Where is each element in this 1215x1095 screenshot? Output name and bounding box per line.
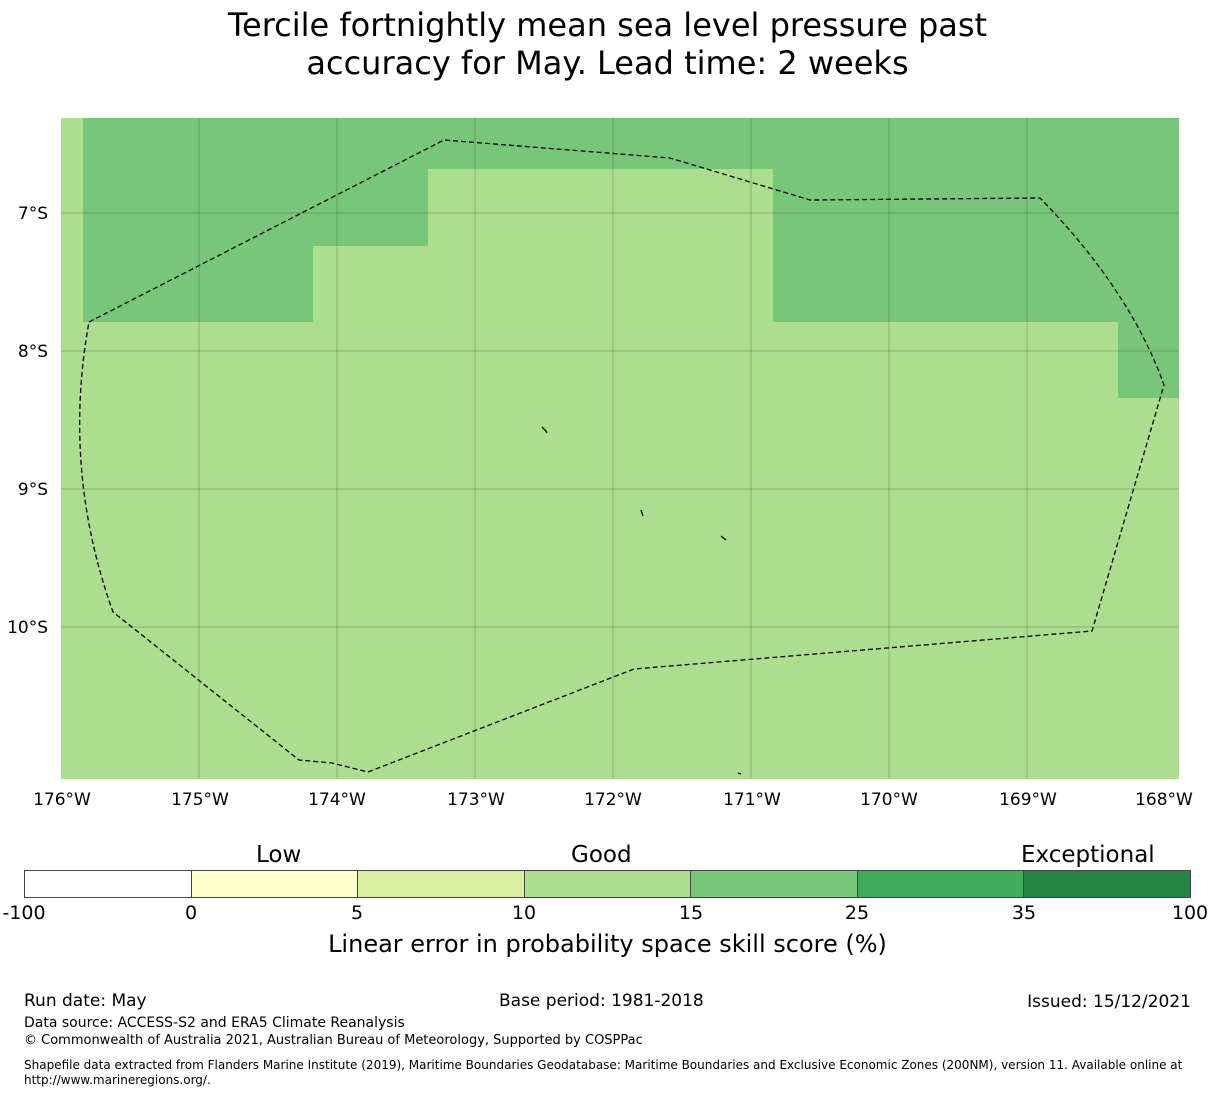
- island: [720, 535, 727, 541]
- island: [541, 426, 548, 434]
- colorbar-swatch: [857, 871, 1025, 897]
- island: [640, 509, 644, 517]
- lon-label-174w: 174°W: [308, 790, 366, 810]
- island: [737, 772, 742, 775]
- colorbar-tick: 5: [350, 902, 364, 924]
- shapefile-credit-line-1: Shapefile data extracted from Flanders M…: [24, 1058, 1183, 1072]
- lat-label-8s: 8°S: [18, 342, 48, 362]
- colorbar-tick: 15: [678, 902, 704, 924]
- copyright: © Commonwealth of Australia 2021, Austra…: [24, 1033, 643, 1048]
- colorbar-swatch: [358, 871, 525, 897]
- title-line-2: accuracy for May. Lead time: 2 weeks: [306, 44, 909, 82]
- eez-boundary: [79, 139, 1165, 773]
- lat-label-9s: 9°S: [18, 480, 48, 500]
- skill-region-15-25: [83, 118, 1179, 398]
- gridlines: [61, 118, 1179, 779]
- colorbar-swatch: [25, 871, 192, 897]
- run-date: Run date: May: [24, 991, 147, 1011]
- category-good-label: Good: [571, 842, 632, 868]
- lon-label-173w: 173°W: [447, 790, 505, 810]
- lon-label-168w: 168°W: [1135, 790, 1193, 810]
- colorbar-tick: 35: [1011, 902, 1037, 924]
- lat-label-7s: 7°S: [18, 204, 48, 224]
- colorbar-tick: 10: [511, 902, 537, 924]
- colorbar: [24, 870, 1191, 898]
- category-exceptional-label: Exceptional: [1021, 842, 1155, 868]
- colorbar-tick: 25: [844, 902, 870, 924]
- colorbar-tick: 0: [184, 902, 198, 924]
- colorbar-swatch: [691, 871, 858, 897]
- map: 7°S 8°S 9°S 10°S 176°W 175°W 174°W 173°W…: [7, 118, 1193, 810]
- base-period: Base period: 1981-2018: [499, 991, 704, 1011]
- lon-label-171w: 171°W: [723, 790, 781, 810]
- category-low-label: Low: [256, 842, 302, 868]
- title-line-1: Tercile fortnightly mean sea level press…: [227, 6, 988, 44]
- chart-title: Tercile fortnightly mean sea level press…: [0, 6, 1215, 82]
- lon-label-170w: 170°W: [860, 790, 918, 810]
- lon-label-169w: 169°W: [999, 790, 1057, 810]
- colorbar-axis-label: Linear error in probability space skill …: [328, 930, 887, 958]
- lat-label-10s: 10°S: [7, 618, 48, 638]
- lon-label-176w: 176°W: [33, 790, 91, 810]
- colorbar-tick: 100: [1171, 902, 1209, 924]
- colorbar-swatch: [1024, 871, 1191, 897]
- colorbar-tick: -100: [2, 902, 46, 924]
- colorbar-swatch: [524, 871, 692, 897]
- colorbar-swatch: [191, 871, 359, 897]
- shapefile-credit-line-2: http://www.marineregions.org/.: [24, 1073, 211, 1087]
- lon-label-175w: 175°W: [171, 790, 229, 810]
- data-source: Data source: ACCESS-S2 and ERA5 Climate …: [24, 1015, 405, 1031]
- issued-date: Issued: 15/12/2021: [1027, 992, 1191, 1012]
- lon-label-172w: 172°W: [584, 790, 642, 810]
